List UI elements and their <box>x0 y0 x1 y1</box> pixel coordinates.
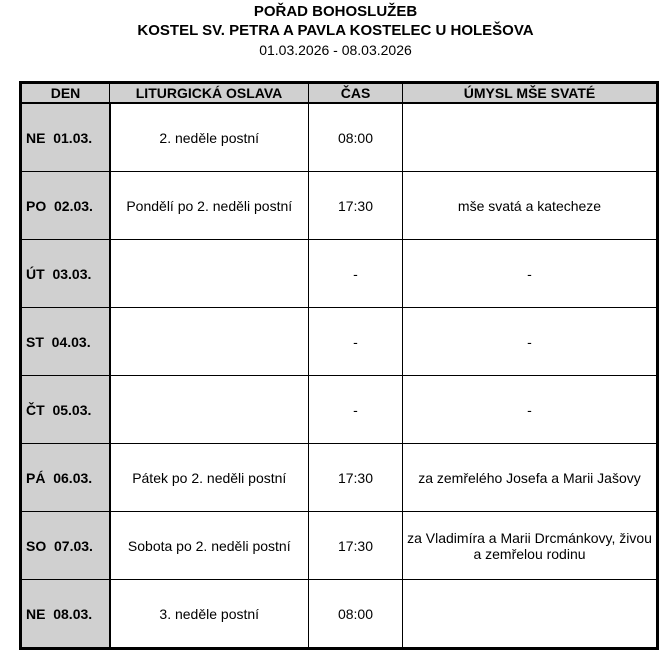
table-row: PO 02.03. Pondělí po 2. neděli postní 17:3… <box>20 171 658 240</box>
celebration-cell: 2. neděle postní <box>109 102 309 172</box>
celebration-cell <box>109 239 309 308</box>
celebration-cell: Pondělí po 2. neděli postní <box>109 171 309 240</box>
intention-cell: - <box>402 239 658 308</box>
col-intention: ÚMYSL MŠE SVATÉ <box>402 82 658 104</box>
intention-cell <box>402 579 658 649</box>
time-cell: 08:00 <box>308 579 403 649</box>
intention-cell: - <box>402 307 658 376</box>
intention-cell: za zemřelého Josefa a Marii Jašovy <box>402 443 658 512</box>
intention-cell: za Vladimíra a Marii Drcmánkovy, živou a… <box>402 511 658 580</box>
time-cell: - <box>308 239 403 308</box>
table-row: SO 07.03. Sobota po 2. neděli postní 17:30… <box>20 511 658 580</box>
time-cell: 08:00 <box>308 102 403 172</box>
day-cell: ST 04.03. <box>20 307 111 376</box>
time-cell: 17:30 <box>308 171 403 240</box>
table-row: PÁ 06.03. Pátek po 2. neděli postní 17:30 z… <box>20 443 658 512</box>
time-cell: - <box>308 375 403 444</box>
celebration-cell <box>109 375 309 444</box>
time-cell: - <box>308 307 403 376</box>
intention-cell: mše svatá a katecheze <box>402 171 658 240</box>
celebration-cell: Sobota po 2. neděli postní <box>109 511 309 580</box>
table-row: ČT 05.03. - - <box>20 375 658 444</box>
table-row: NE 08.03. 3. neděle postní 08:00 <box>20 579 658 649</box>
col-celebration: LITURGICKÁ OSLAVA <box>109 82 309 104</box>
celebration-cell: 3. neděle postní <box>109 579 309 649</box>
document-title: POŘAD BOHOSLUŽEB <box>253 3 418 20</box>
day-cell: NE 08.03. <box>20 579 111 649</box>
date-range: 01.03.2026 - 08.03.2026 <box>259 42 412 58</box>
day-cell: PÁ 06.03. <box>20 443 111 512</box>
col-time: ČAS <box>308 82 403 104</box>
table-header: DEN LITURGICKÁ OSLAVA ČAS ÚMYSL MŠE SVAT… <box>20 82 658 104</box>
day-cell: PO 02.03. <box>20 171 111 240</box>
intention-cell <box>402 102 658 172</box>
col-day: DEN <box>20 82 110 104</box>
day-cell: SO 07.03. <box>20 511 111 580</box>
table-row: ÚT 03.03. - - <box>20 239 658 308</box>
celebration-cell <box>109 307 309 376</box>
intention-cell: - <box>402 375 658 444</box>
table-row: ST 04.03. - - <box>20 307 658 376</box>
time-cell: 17:30 <box>308 511 403 580</box>
schedule-table: DEN LITURGICKÁ OSLAVA ČAS ÚMYSL MŠE SVAT… <box>19 81 659 650</box>
day-cell: ČT 05.03. <box>20 375 111 444</box>
celebration-cell: Pátek po 2. neděli postní <box>109 443 309 512</box>
day-cell: ÚT 03.03. <box>20 239 111 308</box>
day-cell: NE 01.03. <box>20 102 111 172</box>
time-cell: 17:30 <box>308 443 403 512</box>
church-name: KOSTEL SV. PETRA A PAVLA KOSTELEC U HOLE… <box>137 22 534 39</box>
table-row: NE 01.03. 2. neděle postní 08:00 <box>20 102 658 172</box>
